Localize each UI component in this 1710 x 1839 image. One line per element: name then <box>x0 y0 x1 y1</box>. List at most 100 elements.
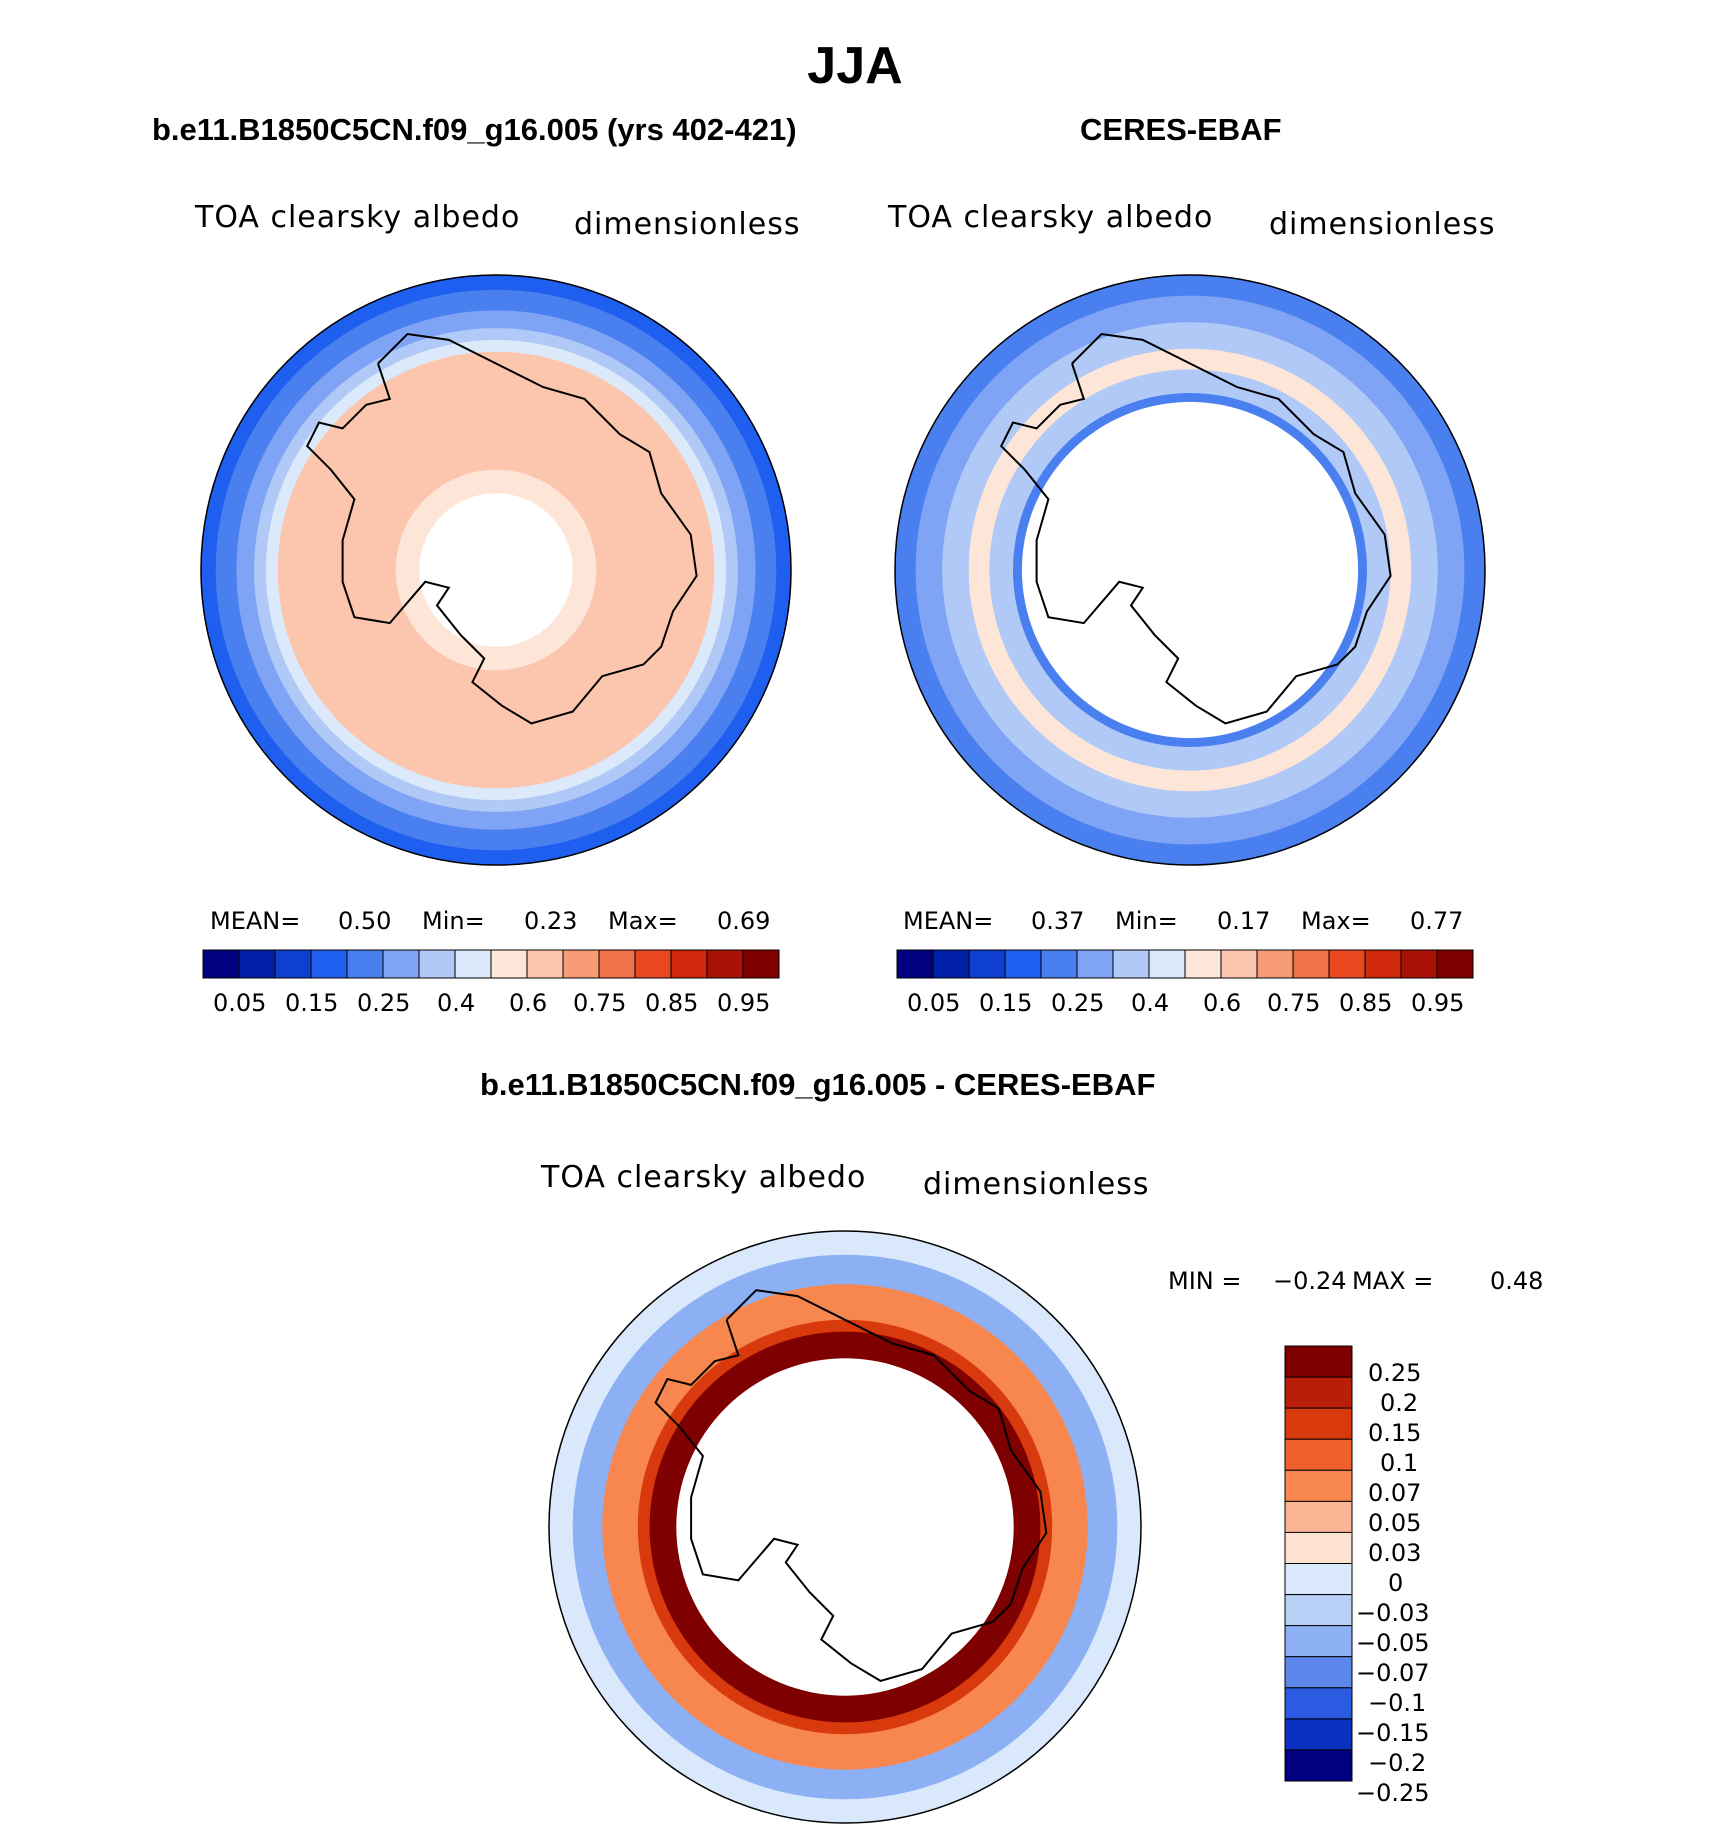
obs-colorbar-box-12 <box>1328 949 1366 979</box>
model-colorbar-tick: 0.75 <box>573 989 627 1017</box>
model-mean-label: MEAN= <box>210 907 301 935</box>
model-colorbar-box-12 <box>634 949 672 979</box>
obs-colorbar-box-10 <box>1256 949 1294 979</box>
model-colorbar-box-5 <box>382 949 420 979</box>
model-min-label: Min= <box>422 907 485 935</box>
obs-colorbar-box-5 <box>1076 949 1114 979</box>
model-colorbar-box-2 <box>274 949 312 979</box>
diff-colorbar-box-13 <box>1284 1749 1353 1782</box>
model-colorbar-box-3 <box>310 949 348 979</box>
obs-colorbar-box-9 <box>1220 949 1258 979</box>
model-colorbar-tick: 0.05 <box>213 989 267 1017</box>
diff-colorbar-box-11 <box>1284 1687 1353 1720</box>
diff-colorbar-tick: 0.2 <box>1380 1389 1419 1417</box>
obs-colorbar-box-3 <box>1004 949 1042 979</box>
obs-colorbar-tick: 0.4 <box>1131 989 1170 1017</box>
model-colorbar-box-1 <box>238 949 276 979</box>
obs-map-border <box>894 274 1486 866</box>
diff-colorbar-tick: 0.05 <box>1368 1509 1422 1537</box>
obs-colorbar-box-0 <box>896 949 934 979</box>
diff-colorbar-tick: −0.25 <box>1356 1779 1430 1807</box>
model-colorbar-tick: 0.6 <box>509 989 548 1017</box>
obs-colorbar-tick: 0.75 <box>1267 989 1321 1017</box>
model-colorbar-box-10 <box>562 949 600 979</box>
obs-colorbar-tick: 0.25 <box>1051 989 1105 1017</box>
figure-title: JJA <box>807 37 903 95</box>
model-colorbar-box-13 <box>670 949 708 979</box>
obs-max-value: 0.77 <box>1410 907 1464 935</box>
diff-colorbar-tick: 0.07 <box>1368 1479 1422 1507</box>
diff-colorbar-tick: 0.25 <box>1368 1359 1422 1387</box>
model-colorbar-box-8 <box>490 949 528 979</box>
obs-colorbar-tick: 0.15 <box>979 989 1033 1017</box>
diff-max-label: MAX = <box>1352 1267 1434 1295</box>
model-colorbar-box-4 <box>346 949 384 979</box>
model-max-value: 0.69 <box>717 907 771 935</box>
diff-colorbar-box-7 <box>1284 1563 1353 1596</box>
model-colorbar-tick: 0.95 <box>717 989 771 1017</box>
diff-map-border <box>548 1230 1142 1824</box>
diff-colorbar-tick: −0.2 <box>1368 1749 1427 1777</box>
model-contour-band-7 <box>419 493 573 647</box>
diff-colorbar-box-4 <box>1284 1469 1353 1502</box>
model-colorbar-box-0 <box>202 949 240 979</box>
obs-colorbar-box-8 <box>1184 949 1222 979</box>
obs-colorbar-tick: 0.85 <box>1339 989 1393 1017</box>
diff-colorbar-box-6 <box>1284 1531 1353 1565</box>
diff-colorbar-box-8 <box>1284 1594 1353 1627</box>
diff-contour-band-5 <box>676 1358 1014 1696</box>
diff-colorbar-box-2 <box>1284 1407 1353 1440</box>
diff-colorbar-tick: −0.03 <box>1356 1599 1430 1627</box>
obs-units-label: dimensionless <box>1269 207 1496 242</box>
obs-colorbar-box-14 <box>1400 949 1438 979</box>
obs-panel-title: CERES-EBAF <box>1080 112 1282 147</box>
diff-colorbar-box-5 <box>1284 1500 1353 1534</box>
obs-mean-value: 0.37 <box>1031 907 1085 935</box>
obs-colorbar-box-6 <box>1112 949 1150 979</box>
obs-min-label: Min= <box>1115 907 1178 935</box>
model-colorbar-box-9 <box>526 949 564 979</box>
model-colorbar-tick: 0.4 <box>437 989 476 1017</box>
model-colorbar-tick: 0.15 <box>285 989 339 1017</box>
obs-mean-label: MEAN= <box>903 907 994 935</box>
diff-units-label: dimensionless <box>923 1167 1150 1202</box>
model-colorbar-box-6 <box>418 949 456 979</box>
diff-colorbar-tick: 0.15 <box>1368 1419 1422 1447</box>
diff-colorbar-tick: 0.03 <box>1368 1539 1422 1567</box>
diff-colorbar-tick: 0.1 <box>1380 1449 1419 1477</box>
diff-colorbar-tick: 0 <box>1388 1569 1404 1597</box>
obs-colorbar-box-4 <box>1040 949 1078 979</box>
diff-variable-label: TOA clearsky albedo <box>541 1160 867 1195</box>
obs-max-label: Max= <box>1301 907 1371 935</box>
model-units-label: dimensionless <box>574 207 801 242</box>
model-colorbar-tick: 0.85 <box>645 989 699 1017</box>
model-map-border <box>200 274 792 866</box>
diff-colorbar-tick: −0.07 <box>1356 1659 1430 1687</box>
model-max-label: Max= <box>608 907 678 935</box>
diff-colorbar-box-1 <box>1284 1376 1353 1409</box>
obs-coastline <box>999 332 1392 725</box>
obs-contour-band-6 <box>1021 401 1359 739</box>
diff-colorbar-tick: −0.05 <box>1356 1629 1430 1657</box>
model-panel-title: b.e11.B1850C5CN.f09_g16.005 (yrs 402-421… <box>152 112 797 147</box>
model-coastline <box>305 332 698 725</box>
diff-coastline <box>654 1289 1048 1682</box>
obs-colorbar-box-13 <box>1364 949 1402 979</box>
obs-colorbar-box-15 <box>1436 949 1474 979</box>
diff-colorbar-box-0 <box>1284 1345 1353 1378</box>
obs-colorbar-box-11 <box>1292 949 1330 979</box>
diff-min-label: MIN = <box>1168 1267 1242 1295</box>
model-min-value: 0.23 <box>524 907 578 935</box>
obs-colorbar-tick: 0.6 <box>1203 989 1242 1017</box>
diff-panel-title: b.e11.B1850C5CN.f09_g16.005 - CERES-EBAF <box>480 1067 1156 1102</box>
model-colorbar-tick: 0.25 <box>357 989 411 1017</box>
model-colorbar-box-7 <box>454 949 492 979</box>
obs-colorbar-box-7 <box>1148 949 1186 979</box>
obs-min-value: 0.17 <box>1217 907 1271 935</box>
model-colorbar-box-15 <box>742 949 780 979</box>
obs-variable-label: TOA clearsky albedo <box>888 200 1214 235</box>
diff-colorbar-box-9 <box>1284 1625 1353 1658</box>
obs-colorbar-tick: 0.05 <box>907 989 961 1017</box>
diff-colorbar-box-10 <box>1284 1656 1353 1689</box>
